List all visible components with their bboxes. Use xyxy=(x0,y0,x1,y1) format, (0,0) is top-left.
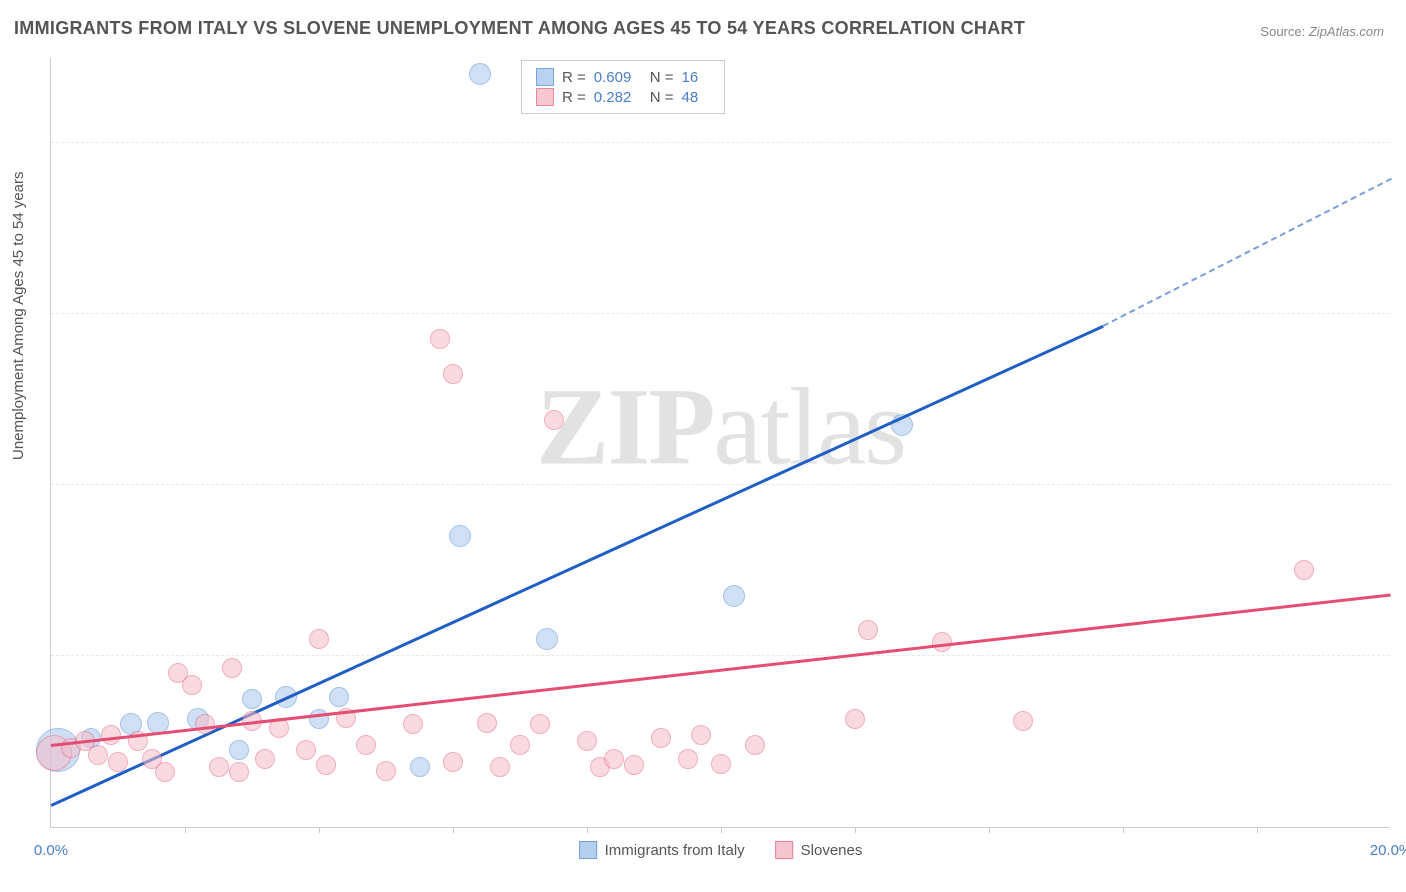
data-point xyxy=(376,761,396,781)
data-point xyxy=(651,728,671,748)
legend-swatch xyxy=(775,841,793,859)
data-point xyxy=(469,63,491,85)
grid-line xyxy=(51,313,1390,314)
data-point xyxy=(691,725,711,745)
data-point xyxy=(577,731,597,751)
legend-swatch xyxy=(536,88,554,106)
watermark: ZIPatlas xyxy=(536,364,905,491)
legend-r-value: 0.609 xyxy=(594,69,642,86)
source-value: ZipAtlas.com xyxy=(1309,24,1384,39)
legend-series-name: Slovenes xyxy=(801,842,863,859)
data-point xyxy=(477,713,497,733)
legend-r-value: 0.282 xyxy=(594,89,642,106)
data-point xyxy=(329,687,349,707)
data-point xyxy=(723,585,745,607)
data-point xyxy=(209,757,229,777)
y-tick-label: 30.0% xyxy=(1395,305,1406,322)
data-point xyxy=(430,329,450,349)
data-point xyxy=(88,745,108,765)
x-tick-label: 20.0% xyxy=(1370,842,1406,859)
legend-r-label: R = xyxy=(562,89,586,106)
data-point xyxy=(229,762,249,782)
series-legend: Immigrants from Italy Slovenes xyxy=(579,841,863,859)
data-point xyxy=(678,749,698,769)
data-point xyxy=(745,735,765,755)
y-tick-label: 10.0% xyxy=(1395,647,1406,664)
grid-line xyxy=(51,655,1390,656)
data-point xyxy=(449,525,471,547)
grid-line xyxy=(51,142,1390,143)
data-point xyxy=(309,629,329,649)
data-point xyxy=(858,620,878,640)
data-point xyxy=(229,740,249,760)
data-point xyxy=(536,628,558,650)
data-point xyxy=(316,755,336,775)
correlation-legend-box: R = 0.609 N = 16 R = 0.282 N = 48 xyxy=(521,60,725,114)
data-point xyxy=(1294,560,1314,580)
x-tick xyxy=(319,827,320,833)
data-point xyxy=(711,754,731,774)
data-point xyxy=(490,757,510,777)
chart-title: IMMIGRANTS FROM ITALY VS SLOVENE UNEMPLO… xyxy=(14,18,1025,39)
legend-swatch xyxy=(579,841,597,859)
source-attribution: Source: ZipAtlas.com xyxy=(1260,24,1384,39)
data-point xyxy=(845,709,865,729)
x-tick-label: 0.0% xyxy=(34,842,68,859)
data-point xyxy=(544,410,564,430)
data-point xyxy=(222,658,242,678)
data-point xyxy=(624,755,644,775)
x-tick xyxy=(1123,827,1124,833)
x-tick xyxy=(185,827,186,833)
y-tick-label: 20.0% xyxy=(1395,476,1406,493)
data-point xyxy=(510,735,530,755)
trend-line xyxy=(51,594,1391,747)
grid-line xyxy=(51,484,1390,485)
data-point xyxy=(443,364,463,384)
legend-n-value: 48 xyxy=(682,89,710,106)
legend-n-value: 16 xyxy=(682,69,710,86)
y-tick-label: 40.0% xyxy=(1395,134,1406,151)
legend-n-label: N = xyxy=(650,89,674,106)
watermark-bold: ZIP xyxy=(536,366,713,488)
legend-row: R = 0.282 N = 48 xyxy=(536,87,710,107)
legend-item: Slovenes xyxy=(775,841,863,859)
data-point xyxy=(403,714,423,734)
x-tick xyxy=(587,827,588,833)
legend-row: R = 0.609 N = 16 xyxy=(536,67,710,87)
data-point xyxy=(1013,711,1033,731)
data-point xyxy=(101,725,121,745)
x-tick xyxy=(855,827,856,833)
trend-line-dashed xyxy=(1102,178,1391,327)
trend-line xyxy=(50,325,1103,806)
data-point xyxy=(530,714,550,734)
legend-swatch xyxy=(536,68,554,86)
x-tick xyxy=(989,827,990,833)
chart-plot-area: ZIPatlas R =0.609N =16R =0.282N =48 Immi… xyxy=(50,58,1390,828)
legend-series-name: Immigrants from Italy xyxy=(605,842,745,859)
legend-item: Immigrants from Italy xyxy=(579,841,745,859)
data-point xyxy=(195,714,215,734)
data-point xyxy=(182,675,202,695)
data-point xyxy=(443,752,463,772)
y-axis-label: Unemployment Among Ages 45 to 54 years xyxy=(10,171,27,460)
data-point xyxy=(410,757,430,777)
x-tick xyxy=(721,827,722,833)
source-label: Source: xyxy=(1260,24,1305,39)
data-point xyxy=(255,749,275,769)
x-tick xyxy=(453,827,454,833)
legend-r-label: R = xyxy=(562,69,586,86)
data-point xyxy=(296,740,316,760)
data-point xyxy=(604,749,624,769)
data-point xyxy=(155,762,175,782)
legend-n-label: N = xyxy=(650,69,674,86)
data-point xyxy=(356,735,376,755)
data-point xyxy=(108,752,128,772)
x-tick xyxy=(1257,827,1258,833)
data-point xyxy=(242,689,262,709)
